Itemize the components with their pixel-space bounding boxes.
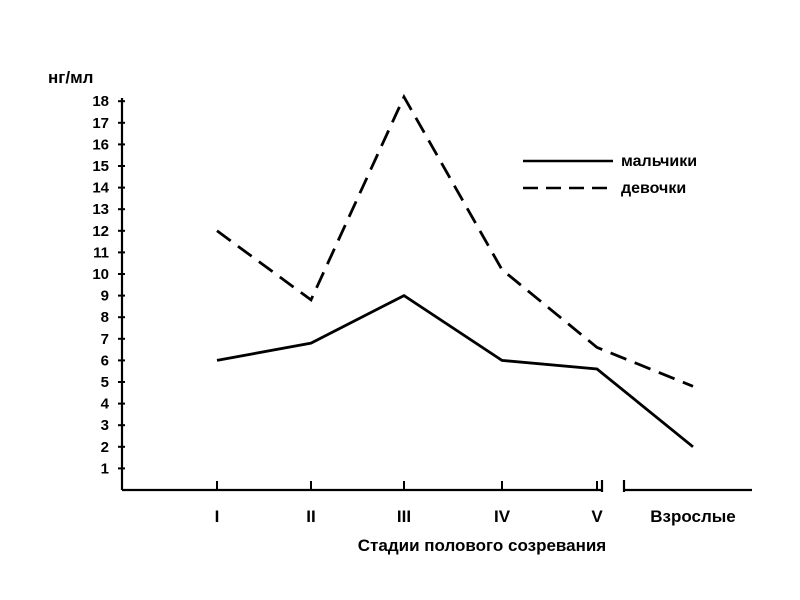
- x-tick-label: Взрослые: [650, 507, 736, 526]
- y-tick-label: 5: [101, 374, 109, 391]
- legend-label: девочки: [621, 180, 686, 197]
- y-tick-label: 14: [92, 180, 109, 197]
- y-tick-label: 8: [101, 309, 109, 326]
- y-tick-label: 10: [92, 266, 109, 283]
- y-tick-label: 3: [101, 417, 109, 434]
- series-lines: [216, 93, 694, 448]
- y-tick-label: 18: [92, 93, 109, 110]
- y-tick-label: 7: [101, 331, 109, 348]
- legend-label: мальчики: [621, 153, 697, 170]
- y-tick-label: 16: [92, 136, 109, 153]
- legend: мальчики девочки: [523, 153, 697, 197]
- y-tick-label: 17: [92, 115, 109, 132]
- x-tick-label: III: [397, 507, 411, 526]
- x-axis-ticks: I II III IV V Взрослые: [215, 481, 736, 526]
- y-tick-label: 4: [101, 396, 110, 413]
- x-tick-label: I: [215, 507, 220, 526]
- y-tick-label: 2: [101, 439, 109, 456]
- y-tick-label: 15: [92, 158, 109, 175]
- series-line-1: [216, 293, 694, 448]
- x-tick-label: IV: [494, 507, 511, 526]
- x-tick-label: V: [591, 507, 603, 526]
- x-axis-title: Стадии полового созревания: [358, 536, 606, 555]
- x-tick-label: II: [306, 507, 315, 526]
- series-line-2: [216, 93, 694, 388]
- y-tick-label: 13: [92, 201, 109, 218]
- y-tick-label: 6: [101, 352, 109, 369]
- y-tick-label: 9: [101, 288, 109, 305]
- y-tick-label: 12: [92, 223, 109, 240]
- y-axis-title: нг/мл: [48, 68, 93, 87]
- y-tick-label: 11: [93, 244, 109, 261]
- y-tick-label: 1: [101, 460, 109, 477]
